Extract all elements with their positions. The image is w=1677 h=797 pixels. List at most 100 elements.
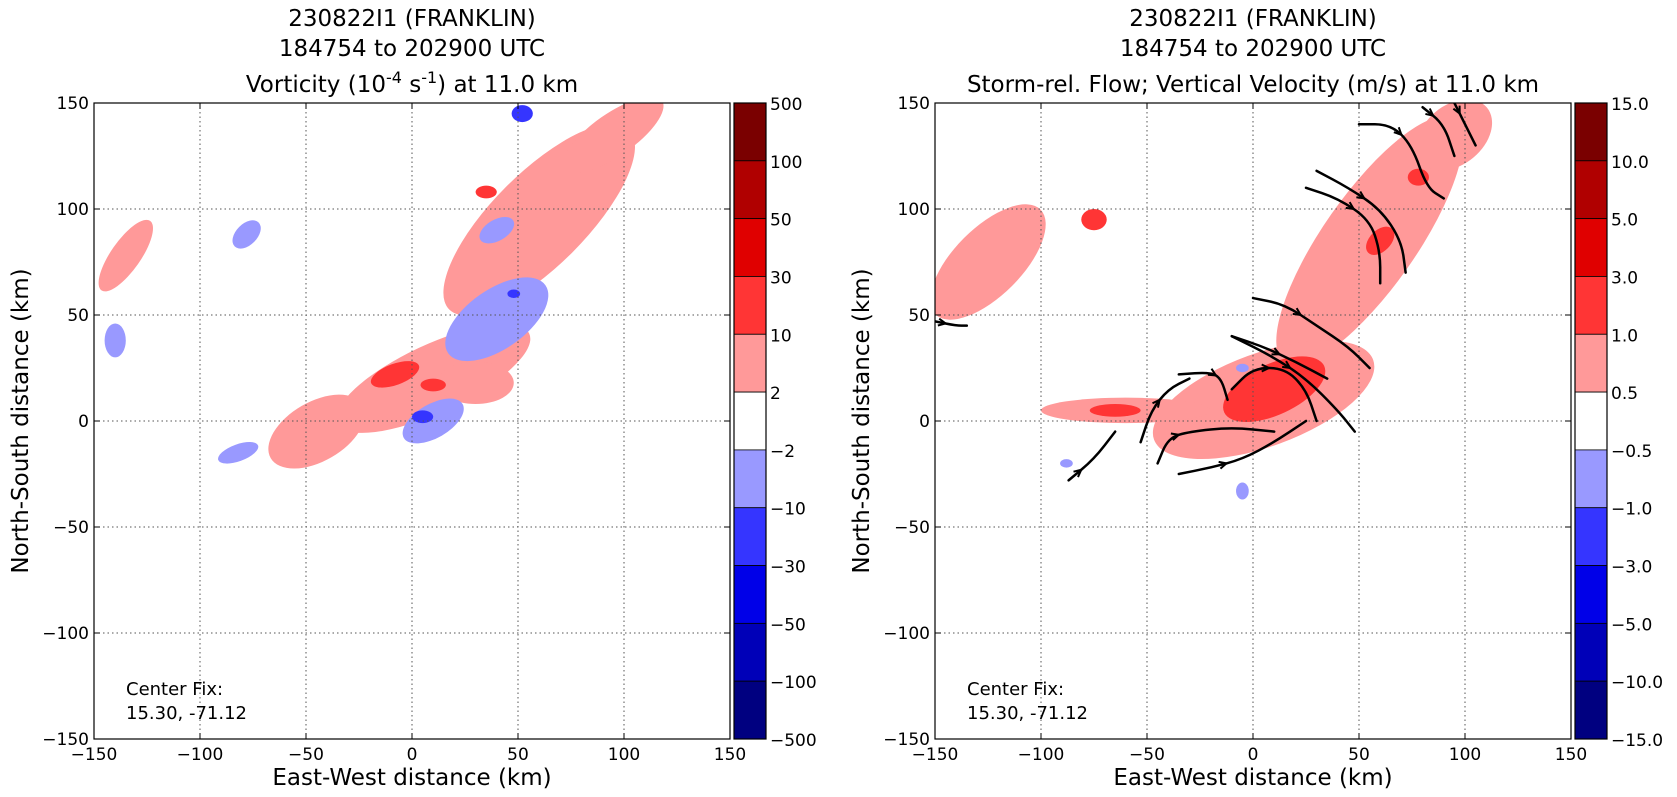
field-region — [475, 185, 497, 199]
colorbar-segment — [733, 680, 767, 740]
streamline-arrow — [1207, 368, 1218, 377]
streamline — [1177, 371, 1229, 402]
colorbar-segment — [733, 565, 767, 624]
colorbar-label: 10.0 — [1611, 153, 1649, 173]
x-tick-label: −100 — [1018, 745, 1065, 765]
y-tick-label: −50 — [53, 518, 89, 538]
center-fix-value: 15.30, -71.12 — [126, 703, 247, 724]
chart-title-line: 230822I1 (FRANKLIN) — [288, 6, 536, 32]
field-region — [935, 204, 1046, 320]
center-fix-label: Center Fix: — [126, 679, 223, 700]
y-axis-label: North-South distance (km) — [8, 268, 34, 573]
field-region — [420, 378, 446, 392]
colorbar-segment — [733, 449, 767, 509]
colorbar-label: −10.0 — [1611, 673, 1663, 693]
y-tick-label: −50 — [894, 518, 930, 538]
y-tick-label: 50 — [67, 306, 89, 326]
chart-title-line: 184754 to 202900 UTC — [1120, 36, 1386, 62]
colorbar-segment — [1574, 680, 1608, 740]
colorbar-label: 3.0 — [1611, 268, 1638, 288]
streamlines — [935, 103, 1477, 482]
streamline-arrow — [937, 317, 948, 327]
colorbar-label: −100 — [770, 673, 817, 693]
streamline — [1230, 334, 1329, 380]
field-region — [443, 123, 635, 316]
colorbar-label: −50 — [770, 615, 806, 635]
center-fix-value: 15.30, -71.12 — [967, 703, 1088, 724]
x-tick-label: 0 — [407, 745, 418, 765]
colorbar-segment — [1574, 391, 1608, 451]
center-fix-label: Center Fix: — [967, 679, 1064, 700]
colorbar-label: −30 — [770, 558, 806, 578]
colorbar-segment — [733, 333, 767, 393]
field-region — [268, 394, 365, 469]
colorbar-label: −2 — [770, 442, 795, 462]
colorbar-label: 2 — [770, 384, 781, 404]
y-tick-label: 100 — [57, 200, 89, 220]
chart-title-variable: Vorticity (10-4 s-1) at 11.0 km — [246, 68, 578, 98]
y-axis-label: North-South distance (km) — [849, 268, 875, 573]
streamline-arrow — [1292, 307, 1303, 317]
x-tick-label: 50 — [1348, 745, 1370, 765]
field-region — [1236, 363, 1249, 373]
colorbar-label: 100 — [770, 153, 802, 173]
colorbar-segment — [733, 622, 767, 682]
streamline-arrow — [1218, 460, 1229, 470]
x-tick-label: −150 — [912, 745, 959, 765]
field-region — [563, 103, 664, 174]
chart-title-line: 184754 to 202900 UTC — [279, 36, 545, 62]
colorbar-segment — [1574, 622, 1608, 682]
field-region — [1081, 209, 1107, 231]
streamline-arrow — [1152, 398, 1162, 408]
streamline-arrow — [1170, 432, 1182, 441]
colorbar-segment — [1574, 565, 1608, 624]
colorbar-label: 10 — [770, 326, 792, 346]
field-region — [218, 442, 259, 464]
colorbar-label: −5.0 — [1611, 615, 1652, 635]
y-tick-label: −150 — [883, 730, 930, 750]
field-region — [370, 361, 420, 388]
colorbar-label: 15.0 — [1611, 95, 1649, 115]
streamline-arrow — [1282, 360, 1293, 370]
field-regions — [98, 103, 664, 469]
colorbar-label: 1.0 — [1611, 326, 1638, 346]
colorbar-segment — [733, 102, 767, 162]
vertical-velocity-panel: −150−150 −100 −100 −50 −50 0 0 50 50 100 100 150 150… — [849, 6, 1663, 791]
x-tick-label: 100 — [608, 745, 640, 765]
field-region — [232, 220, 261, 249]
colorbar-label: 50 — [770, 211, 792, 231]
field-region — [1089, 404, 1141, 417]
x-tick-label: 100 — [1449, 745, 1481, 765]
colorbar-label: 0.5 — [1611, 384, 1638, 404]
colorbar-label: −1.0 — [1611, 500, 1652, 520]
field-region — [1060, 459, 1073, 468]
y-tick-label: 50 — [908, 306, 930, 326]
colorbar-frame — [1574, 102, 1608, 740]
field-region — [507, 289, 521, 299]
field-region — [104, 323, 126, 358]
x-tick-label: 150 — [1555, 745, 1587, 765]
colorbar-segment — [733, 276, 767, 335]
field-region — [479, 216, 515, 244]
colorbar-label: 30 — [770, 268, 792, 288]
streamline-arrow — [1345, 201, 1356, 211]
y-tick-label: 0 — [919, 412, 930, 432]
streamline-arrow — [1425, 108, 1435, 118]
vorticity-panel: −150−150−100−100−50−50005050100100150150… — [8, 6, 817, 791]
x-axis-label: East-West distance (km) — [272, 765, 551, 791]
x-tick-label: −150 — [71, 745, 118, 765]
field-region — [445, 277, 549, 362]
streamline-arrow — [1452, 105, 1461, 116]
y-tick-label: 100 — [898, 200, 930, 220]
colorbar-label: −3.0 — [1611, 558, 1652, 578]
field-region — [1407, 168, 1429, 186]
field-region — [98, 219, 153, 292]
colorbar-segment — [733, 160, 767, 220]
colorbar-segment — [733, 218, 767, 277]
colorbar-segment — [733, 391, 767, 451]
chart-title-line: Storm-rel. Flow; Vertical Velocity (m/s)… — [967, 72, 1539, 98]
x-tick-label: 0 — [1248, 745, 1259, 765]
x-tick-label: −100 — [177, 745, 224, 765]
colorbar-label: −15.0 — [1611, 731, 1663, 751]
streamline-arrow — [1356, 191, 1367, 200]
